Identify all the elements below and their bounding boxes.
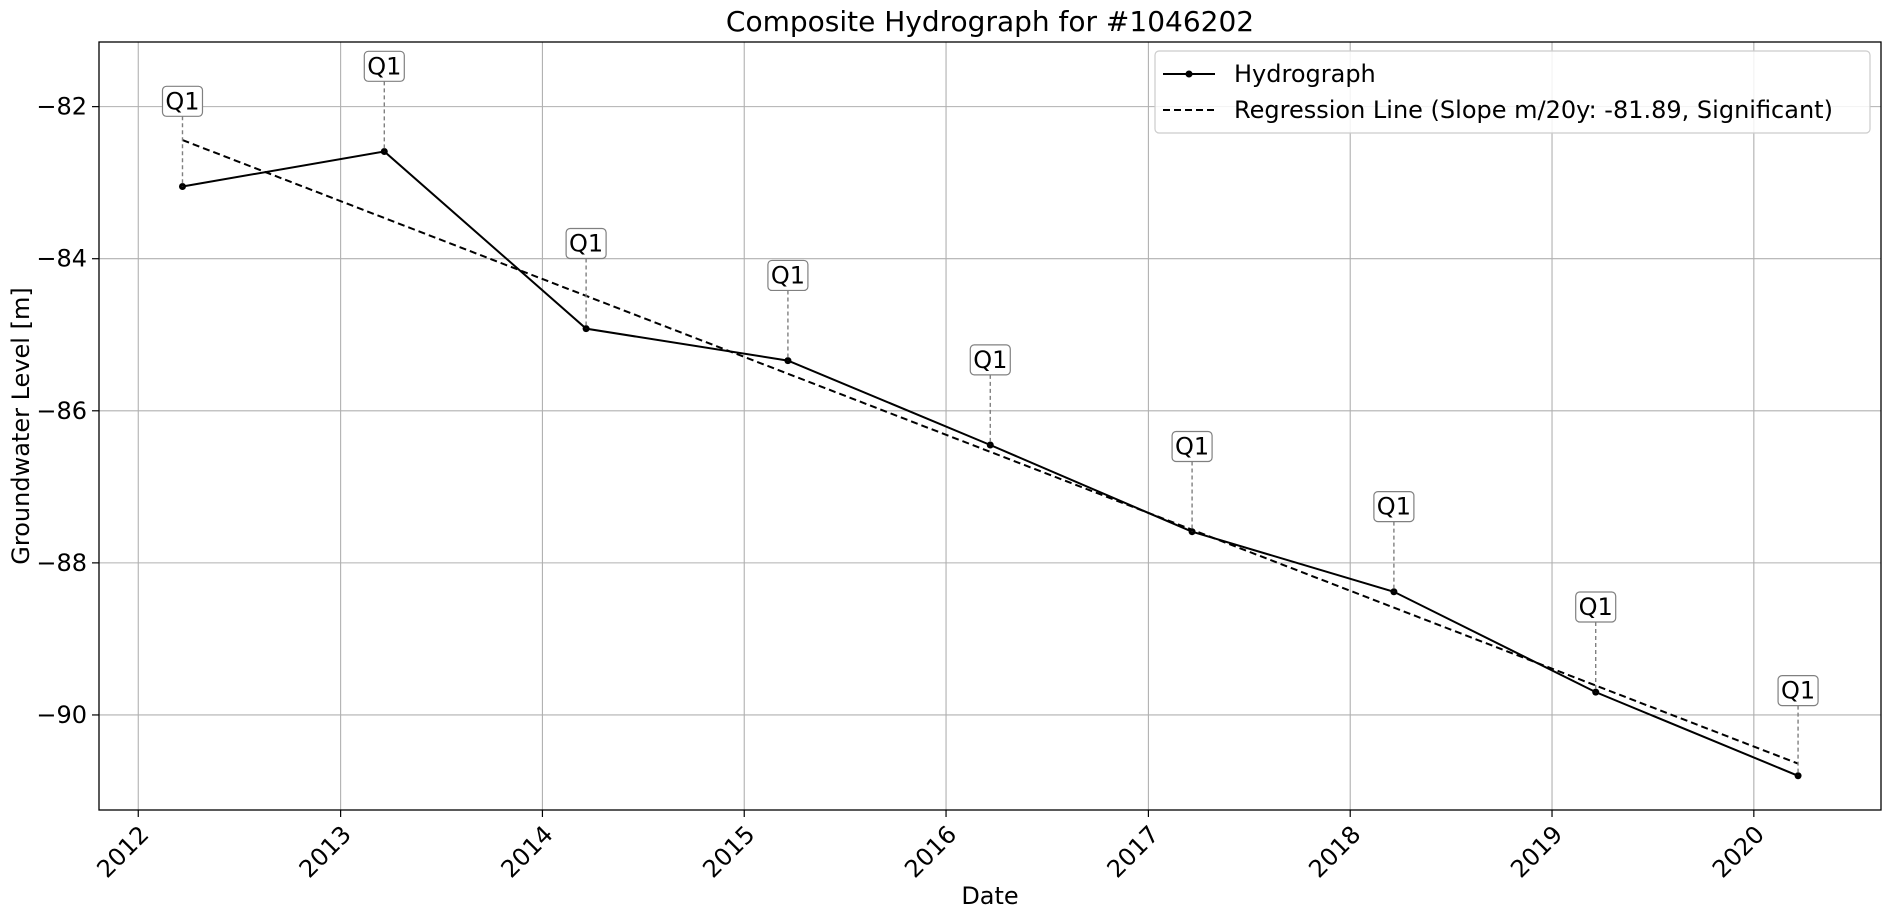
x-axis-label: Date (961, 882, 1018, 910)
annotations: Q1 Q1 Q1 Q1 Q1 Q1 Q1 Q1 Q1 (161, 50, 1819, 776)
annotation-label: Q1 (569, 230, 603, 258)
annotation-box (1373, 491, 1415, 523)
y-tick-label: −86 (36, 397, 87, 425)
y-tick-label: −84 (36, 245, 87, 273)
y-tick-label: −90 (36, 701, 87, 729)
legend-regression-label: Regression Line (Slope m/20y: -81.89, Si… (1234, 96, 1833, 124)
annotation-label: Q1 (771, 261, 805, 289)
annotation-box (363, 50, 405, 82)
legend: Hydrograph Regression Line (Slope m/20y:… (1154, 50, 1871, 134)
annotation-label: Q1 (1781, 677, 1815, 705)
plot-frame (98, 41, 1882, 811)
annotation-label: Q1 (973, 346, 1007, 374)
annotation-box (1777, 675, 1819, 707)
annotation-box (969, 344, 1011, 376)
annotation-label: Q1 (1377, 493, 1411, 521)
annotation-label: Q1 (367, 52, 401, 80)
legend-hydrograph-marker (1185, 70, 1193, 78)
y-tick-label: −82 (36, 93, 87, 121)
annotation-box (767, 259, 809, 292)
annotation-box (1171, 430, 1213, 463)
annotation-box (161, 85, 204, 117)
annotation-label: Q1 (165, 87, 199, 115)
annotation-label: Q1 (1175, 433, 1209, 461)
annotation-label: Q1 (1579, 593, 1613, 621)
annotation-box (1575, 591, 1617, 623)
y-axis-label: Groundwater Level [m] (7, 287, 35, 564)
chart-title: Composite Hydrograph for #1046202 (726, 5, 1254, 38)
legend-hydrograph-label: Hydrograph (1234, 60, 1376, 88)
legend-box (1154, 50, 1871, 134)
y-tick-label: −88 (36, 549, 87, 577)
annotation-box (565, 227, 607, 260)
